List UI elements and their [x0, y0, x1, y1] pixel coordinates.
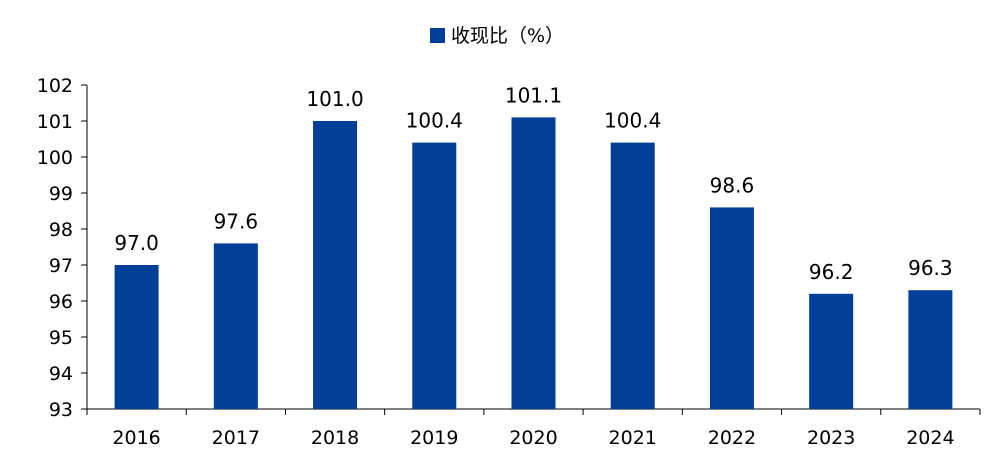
bar-2019: [412, 142, 457, 409]
y-tick-label: 95: [49, 327, 73, 349]
bar-2018: [313, 121, 358, 409]
y-tick-label: 99: [49, 183, 73, 205]
bar-2020: [511, 117, 556, 410]
x-tick-label: 2017: [212, 427, 260, 449]
data-label-2018: 101.0: [306, 87, 363, 111]
data-label-2020: 101.1: [505, 83, 562, 107]
bar-2022: [709, 207, 754, 409]
data-label-2016: 97.0: [114, 231, 159, 255]
x-tick-label: 2018: [311, 427, 359, 449]
y-tick-label: 94: [49, 363, 73, 385]
y-tick-label: 97: [49, 255, 73, 277]
data-label-2022: 98.6: [710, 173, 755, 197]
data-label-2019: 100.4: [406, 109, 463, 133]
data-labels: 97.0 97.6 101.0 100.4 101.1 100.4 98.6 96.2 96.3: [114, 83, 952, 283]
legend-label: 收现比（%）: [451, 25, 564, 47]
y-axis: 93 94 95 96 97 98 99 100 101 102: [37, 75, 88, 421]
bar-2016: [114, 265, 159, 409]
data-label-2021: 100.4: [604, 109, 661, 133]
bar-2021: [610, 142, 655, 409]
bar-2017: [213, 243, 258, 409]
y-tick-label: 96: [49, 291, 73, 313]
bars: [114, 117, 953, 410]
y-tick-label: 102: [37, 75, 73, 97]
x-tick-label: 2022: [708, 427, 756, 449]
legend: 收现比（%）: [430, 25, 564, 47]
x-tick-label: 2019: [410, 427, 458, 449]
bar-2023: [809, 293, 854, 409]
legend-swatch: [430, 28, 445, 43]
x-axis: 2016 2017 2018 2019 2020 2021 2022 2023 2024: [86, 408, 981, 449]
y-tick-label: 100: [37, 147, 73, 169]
y-tick-label: 93: [49, 399, 73, 421]
x-tick-label: 2020: [509, 427, 557, 449]
x-tick-label: 2016: [112, 427, 160, 449]
data-label-2024: 96.3: [908, 256, 953, 280]
y-tick-label: 98: [49, 219, 73, 241]
x-tick-label: 2021: [609, 427, 657, 449]
y-tick-label: 101: [37, 111, 73, 133]
x-tick-label: 2024: [906, 427, 954, 449]
data-label-2023: 96.2: [809, 260, 854, 284]
bar-2024: [908, 290, 953, 409]
data-label-2017: 97.6: [214, 209, 259, 233]
x-tick-label: 2023: [807, 427, 855, 449]
